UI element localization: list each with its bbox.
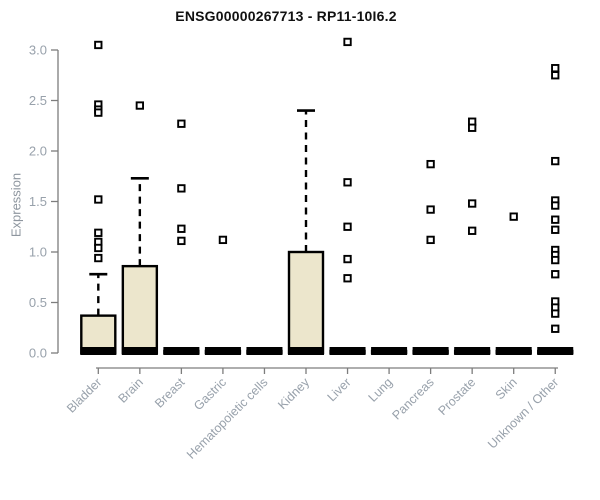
x-tick-label: Skin [493, 375, 520, 402]
outlier-point [551, 324, 560, 333]
outlier-point [94, 108, 103, 117]
boxplot-pancreas [412, 159, 449, 355]
outlier-point [468, 226, 477, 235]
boxplot-hematopoietic-cells [246, 346, 283, 355]
y-tick-label: 2.5 [29, 93, 47, 108]
x-tick-label: Kidney [275, 375, 312, 412]
outlier-point [551, 215, 560, 224]
outlier-point [551, 201, 560, 210]
boxplot-gastric [204, 235, 242, 355]
outlier-point [135, 101, 144, 110]
outlier-point [177, 236, 186, 246]
outlier-point [343, 178, 352, 187]
box [80, 314, 117, 355]
outlier-point [343, 222, 352, 231]
boxplot-liver [329, 37, 366, 355]
outlier-point [551, 255, 560, 265]
outlier-point [426, 159, 435, 169]
y-tick-label: 2.0 [29, 144, 47, 159]
x-tick-label: Pancreas [389, 375, 436, 422]
x-tick-label: Liver [325, 375, 354, 404]
outlier-point [551, 270, 560, 279]
box [287, 250, 325, 355]
outlier-point [551, 309, 560, 318]
outlier-point [177, 119, 186, 128]
x-tick-label: Unknown / Other [485, 375, 561, 451]
outlier-point [509, 212, 518, 221]
y-tick-label: 0.5 [29, 295, 47, 310]
outlier-point [468, 199, 477, 208]
y-tick-label: 0.0 [29, 346, 47, 361]
x-tick-label: Lung [366, 375, 396, 405]
boxplot-breast [163, 119, 200, 355]
outlier-point [94, 40, 103, 50]
x-tick-label: Bladder [64, 375, 104, 415]
x-tick-label: Prostate [435, 375, 478, 418]
outlier-point [343, 37, 352, 47]
outlier-point [94, 243, 103, 253]
x-tick-label: Breast [152, 375, 188, 411]
box [121, 264, 159, 355]
boxplot-kidney [287, 109, 325, 355]
y-tick-label: 1.0 [29, 245, 47, 260]
outlier-point [551, 225, 560, 234]
y-tick-label: 1.5 [29, 194, 47, 209]
boxplot-unknown-other [537, 64, 574, 355]
boxplot-prostate [453, 117, 491, 355]
outlier-point [343, 254, 352, 264]
outlier-point [551, 64, 560, 73]
boxplot-bladder [80, 40, 117, 355]
boxplot-skin [495, 212, 532, 355]
outlier-point [343, 274, 352, 283]
y-tick-label: 3.0 [29, 43, 47, 58]
outlier-point [426, 235, 435, 245]
outlier-point [94, 228, 103, 237]
boxplot-lung [370, 346, 408, 355]
outlier-point [426, 205, 435, 214]
outlier-point [551, 156, 560, 166]
outlier-point [177, 184, 186, 193]
outlier-point [94, 195, 103, 204]
chart-title: ENSG00000267713 - RP11-10I6.2 [175, 8, 397, 24]
x-tick-label: Hematopoietic cells [184, 375, 271, 462]
outlier-point [551, 71, 560, 80]
outlier-point [177, 224, 186, 233]
x-tick-label: Gastric [191, 375, 229, 413]
outlier-point [468, 123, 477, 132]
x-tick-label: Brain [115, 375, 146, 406]
boxplot-brain [121, 101, 159, 355]
outlier-point [94, 253, 103, 263]
outlier-point [218, 235, 228, 245]
